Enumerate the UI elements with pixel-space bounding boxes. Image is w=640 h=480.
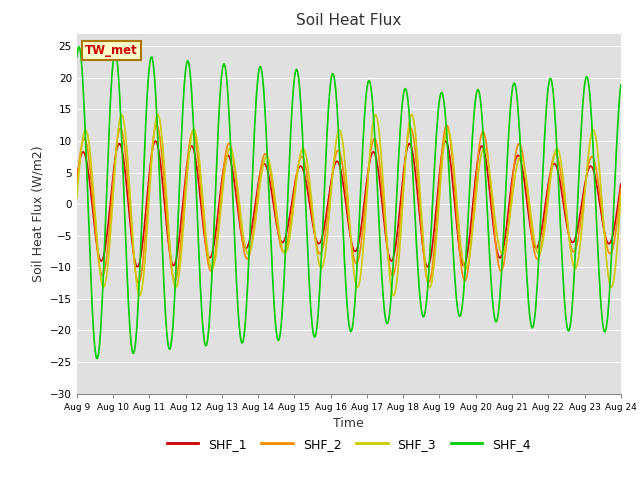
Title: Soil Heat Flux: Soil Heat Flux <box>296 13 401 28</box>
Legend: SHF_1, SHF_2, SHF_3, SHF_4: SHF_1, SHF_2, SHF_3, SHF_4 <box>161 433 536 456</box>
Y-axis label: Soil Heat Flux (W/m2): Soil Heat Flux (W/m2) <box>31 145 44 282</box>
Text: TW_met: TW_met <box>85 44 138 58</box>
X-axis label: Time: Time <box>333 417 364 430</box>
